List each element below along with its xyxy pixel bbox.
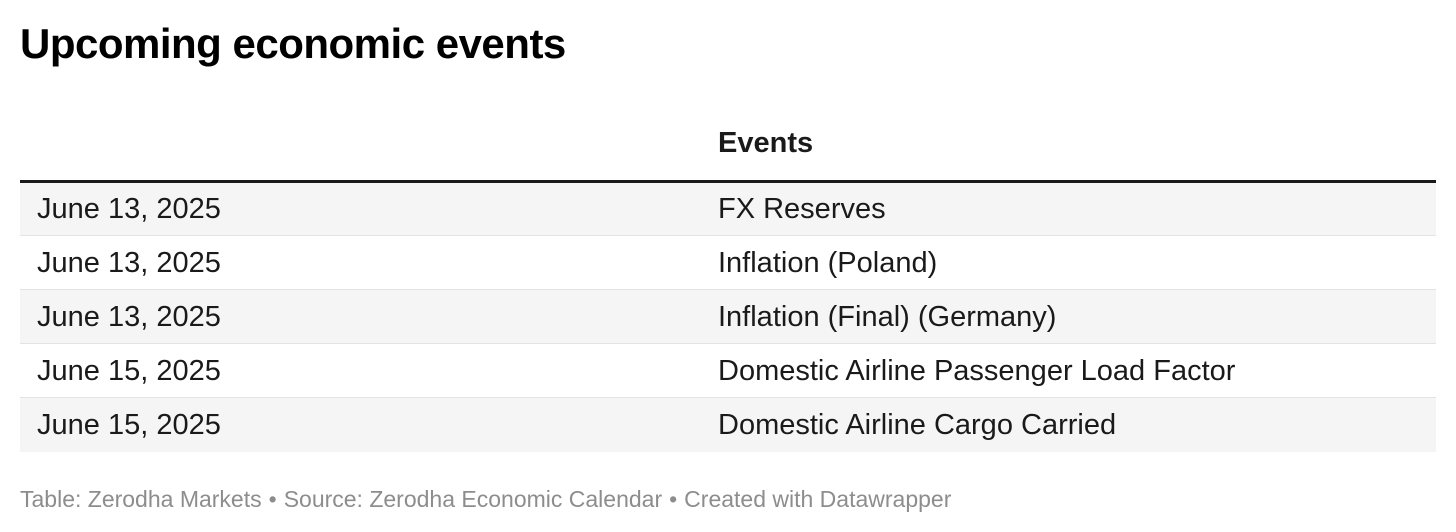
table-row: June 13, 2025 Inflation (Final) (Germany… bbox=[20, 289, 1436, 344]
table-row: June 13, 2025 Inflation (Poland) bbox=[20, 236, 1436, 290]
events-table: Events June 13, 2025 FX Reserves June 13… bbox=[20, 66, 1436, 452]
source-credit: Source: Zerodha Economic Calendar bbox=[283, 485, 663, 512]
date-column-header bbox=[20, 66, 700, 183]
event-cell: FX Reserves bbox=[718, 193, 886, 225]
event-cell: Inflation (Final) (Germany) bbox=[718, 300, 1057, 333]
event-cell: Domestic Airline Passenger Load Factor bbox=[718, 354, 1236, 387]
table-credit: Table: Zerodha Markets bbox=[20, 485, 262, 512]
separator-bullet: • bbox=[268, 485, 277, 512]
chart-title: Upcoming economic events bbox=[20, 20, 566, 67]
date-cell: June 13, 2025 bbox=[37, 300, 221, 333]
event-cell: Inflation (Poland) bbox=[718, 246, 938, 279]
date-cell: June 13, 2025 bbox=[37, 246, 221, 279]
date-cell: June 15, 2025 bbox=[37, 408, 221, 441]
table-row: June 13, 2025 FX Reserves bbox=[20, 181, 1436, 236]
attribution-footer: Table: Zerodha Markets • Source: Zerodha E… bbox=[20, 485, 1436, 513]
event-cell: Domestic Airline Cargo Carried bbox=[718, 408, 1117, 441]
events-column-header: Events bbox=[700, 66, 1436, 183]
table-row: June 15, 2025 Domestic Airline Cargo Car… bbox=[20, 397, 1436, 452]
table-body: June 13, 2025 FX Reserves June 13, 2025 … bbox=[20, 181, 1436, 452]
date-cell: June 15, 2025 bbox=[37, 354, 221, 387]
header-row: Events bbox=[20, 66, 1436, 183]
separator-bullet: • bbox=[669, 485, 678, 512]
date-cell: June 13, 2025 bbox=[37, 193, 221, 225]
table-row: June 15, 2025 Domestic Airline Passenger… bbox=[20, 344, 1436, 398]
datawrapper-credit: Created with Datawrapper bbox=[684, 485, 952, 512]
